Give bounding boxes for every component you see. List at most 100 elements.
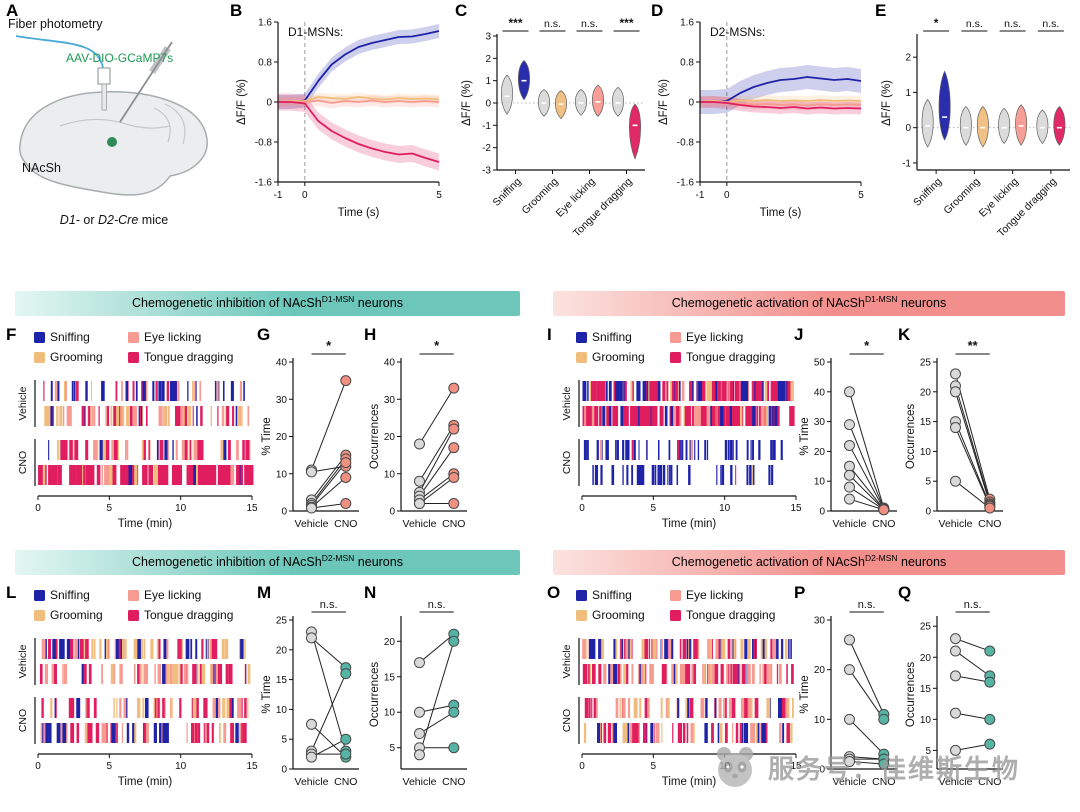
significance-label: ***: [619, 16, 633, 30]
behavior-tick: [199, 381, 202, 401]
header-activation-d1: Chemogenetic activation of NAcShD1-MSN n…: [553, 291, 1065, 316]
legend-label: Sniffing: [50, 330, 90, 344]
behavior-tick: [181, 406, 185, 426]
behavior-tick: [211, 465, 217, 485]
behavior-tick: [56, 406, 59, 426]
behavior-tick: [48, 723, 52, 743]
x-tick-label: 15: [790, 503, 802, 514]
behavior-tick: [162, 664, 166, 684]
y-tick-label: 0: [925, 507, 931, 518]
legend-label: Tongue dragging: [686, 608, 776, 622]
behavior-tick: [721, 465, 725, 485]
behavior-tick: [57, 381, 60, 401]
behavior-tick: [715, 639, 719, 659]
pair-line: [419, 387, 455, 445]
panel-j-paired-plot: 0 10 20 30 40 50 * Vehicle CNO % Time: [799, 338, 897, 530]
behavior-tick: [180, 664, 183, 684]
y-tick-label: 0: [905, 123, 911, 134]
legend-item-eye-licking: Eye licking: [670, 330, 775, 344]
behavior-tick: [587, 381, 589, 401]
behavior-tick: [210, 406, 213, 426]
behavior-tick: [661, 723, 663, 743]
panel-letter-N: N: [364, 583, 377, 602]
behavior-tick: [139, 406, 142, 426]
behavior-tick: [245, 440, 250, 460]
behavior-tick: [47, 639, 52, 659]
behavior-tick: [636, 465, 640, 485]
x-tick-label: CNO: [334, 518, 357, 530]
cno-dot: [340, 668, 352, 680]
behavior-tick: [137, 664, 142, 684]
behavior-tick: [711, 723, 714, 743]
cno-dot: [448, 471, 460, 483]
y-tick-label: 0: [819, 765, 825, 776]
behavior-tick: [712, 406, 716, 426]
behavior-tick: [76, 698, 81, 718]
behavior-tick: [126, 465, 130, 485]
vehicle-dot: [305, 718, 317, 730]
behavior-tick: [605, 381, 608, 401]
behavior-tick: [629, 639, 632, 659]
behavior-tick: [663, 664, 667, 684]
behavior-tick: [791, 406, 795, 426]
behavior-tick: [177, 381, 180, 401]
behavior-tick: [668, 440, 671, 460]
behavior-tick: [582, 406, 585, 426]
behavior-tick: [87, 698, 90, 718]
raster-legend-l: Sniffing Eye licking Grooming Tongue dra…: [34, 588, 233, 622]
behavior-tick: [186, 664, 188, 684]
behavior-tick: [54, 698, 57, 718]
behavior-tick: [689, 406, 692, 426]
behavior-tick: [737, 381, 740, 401]
pair-line: [955, 712, 990, 720]
behavior-tick: [649, 664, 653, 684]
behavior-tick: [167, 406, 170, 426]
header-superscript: D1-MSN: [321, 293, 355, 304]
behavior-tick: [181, 639, 183, 659]
pair-line: [311, 723, 347, 758]
y-tick-label: 30: [276, 395, 288, 406]
behavior-tick: [201, 465, 208, 485]
behavior-tick: [685, 698, 688, 718]
behavior-tick: [717, 381, 721, 401]
behavior-tick: [54, 698, 56, 718]
behavior-tick: [141, 406, 144, 426]
header-text: Chemogenetic activation of NAcSh: [671, 296, 865, 310]
behavior-tick: [69, 465, 74, 485]
behavior-tick: [622, 698, 626, 718]
behavior-tick: [197, 664, 199, 684]
y-tick-label: 5: [925, 477, 931, 488]
behavior-tick: [741, 723, 744, 743]
behavior-tick: [81, 406, 85, 426]
behavior-tick: [222, 698, 226, 718]
x-tick-label: 0: [302, 190, 308, 201]
behavior-tick: [648, 381, 651, 401]
panel-letter-I: I: [547, 325, 552, 344]
y-tick-label: 5: [389, 743, 395, 754]
legend-label: Grooming: [50, 350, 103, 364]
panel-letter-M: M: [257, 583, 272, 602]
x-tick-label: 5: [436, 190, 442, 201]
behavior-tick: [677, 698, 679, 718]
y-tick-label: -3: [482, 166, 491, 177]
significance-label: n.s.: [1004, 18, 1021, 30]
behavior-tick: [52, 406, 54, 426]
behavior-tick: [230, 723, 235, 743]
behavior-tick: [148, 465, 153, 485]
behavior-tick: [734, 381, 739, 401]
behavior-tick: [588, 639, 593, 659]
behavior-tick: [633, 698, 637, 718]
behavior-tick: [679, 440, 681, 460]
x-tick-label: -1: [696, 190, 705, 201]
behavior-tick: [172, 440, 174, 460]
behavior-tick: [643, 664, 646, 684]
x-tick-label: Vehicle: [833, 518, 867, 530]
behavior-tick: [60, 440, 63, 460]
pair-line: [419, 428, 455, 493]
behavior-tick: [216, 381, 219, 401]
behavior-tick: [116, 723, 118, 743]
y-tick-label: -0.8: [255, 138, 273, 149]
pair-line: [955, 480, 991, 509]
behavior-tick: [631, 465, 634, 485]
panel-letter-Q: Q: [898, 583, 912, 602]
